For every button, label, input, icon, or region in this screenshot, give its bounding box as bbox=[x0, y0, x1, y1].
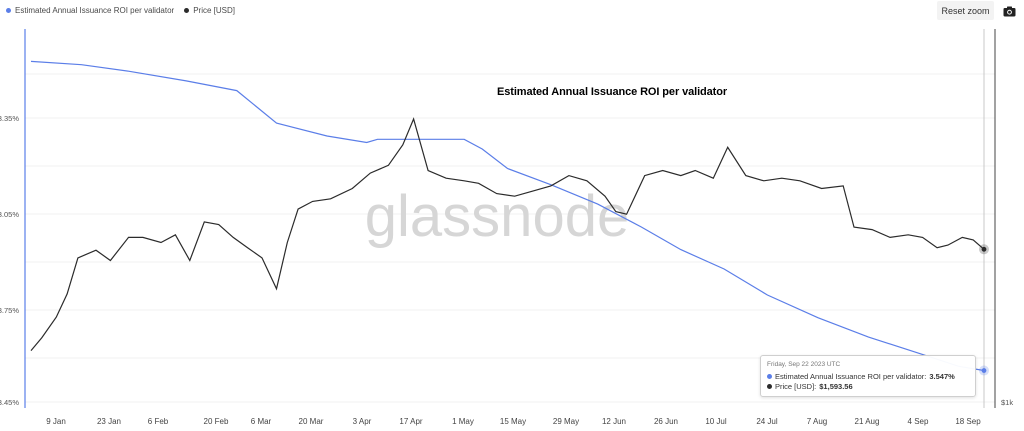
x-tick-label: 17 Apr bbox=[399, 417, 422, 426]
y-axis-left-labels: 3.35% 3.05% 3.75% 3.45% bbox=[0, 114, 19, 407]
legend: Estimated Annual Issuance ROI per valida… bbox=[6, 3, 235, 17]
y-tick-label-left: 3.05% bbox=[0, 210, 19, 219]
tooltip-date: Friday, Sep 22 2023 UTC bbox=[767, 361, 841, 368]
y-tick-label-left: 3.45% bbox=[0, 398, 19, 407]
x-tick-label: 21 Aug bbox=[855, 417, 880, 426]
legend-price-marker-icon bbox=[184, 7, 190, 13]
x-tick-label: 10 Jul bbox=[705, 417, 727, 426]
hover-markers bbox=[979, 244, 989, 376]
tooltip: Friday, Sep 22 2023 UTC Estimated Annual… bbox=[760, 355, 976, 397]
tooltip-price-label: Price [USD]: bbox=[775, 382, 817, 391]
tooltip-roi-dot-icon bbox=[767, 374, 772, 379]
chart-title: Estimated Annual Issuance ROI per valida… bbox=[497, 86, 728, 98]
tooltip-roi-row: Estimated Annual Issuance ROI per valida… bbox=[767, 372, 955, 381]
price-hover-point bbox=[981, 246, 987, 252]
camera-icon[interactable] bbox=[1000, 2, 1018, 20]
x-tick-label: 12 Jun bbox=[602, 417, 626, 426]
grid-lines bbox=[25, 73, 995, 403]
tooltip-roi-label: Estimated Annual Issuance ROI per valida… bbox=[775, 372, 927, 381]
watermark-text: glassnode bbox=[365, 184, 629, 249]
x-tick-label: 15 May bbox=[500, 417, 526, 426]
tooltip-price-value: $1,593.56 bbox=[819, 382, 853, 391]
x-tick-label: 24 Jul bbox=[756, 417, 778, 426]
x-tick-label: 3 Apr bbox=[353, 417, 372, 426]
x-tick-label: 23 Jan bbox=[97, 417, 121, 426]
x-tick-label: 20 Feb bbox=[204, 417, 229, 426]
x-tick-label: 6 Mar bbox=[251, 417, 272, 426]
y-axis-right-labels: $1k bbox=[1001, 398, 1013, 407]
x-tick-label: 20 Mar bbox=[299, 417, 324, 426]
x-tick-label: 9 Jan bbox=[46, 417, 66, 426]
x-tick-label: 26 Jun bbox=[654, 417, 678, 426]
reset-zoom-button[interactable]: Reset zoom bbox=[937, 1, 994, 20]
tooltip-price-row: Price [USD]: $1,593.56 bbox=[767, 382, 853, 391]
x-tick-label: 29 May bbox=[553, 417, 579, 426]
x-tick-label: 1 May bbox=[452, 417, 474, 426]
y-tick-label-left: 3.75% bbox=[0, 306, 19, 315]
x-tick-label: 18 Sep bbox=[955, 417, 981, 426]
y-tick-label-right: $1k bbox=[1001, 398, 1013, 407]
x-axis-labels: 9 Jan 23 Jan 6 Feb 20 Feb 6 Mar 20 Mar 3 Apr 17… bbox=[46, 417, 981, 426]
price-series-line bbox=[30, 117, 985, 351]
legend-price-label: Price [USD] bbox=[193, 5, 235, 15]
tooltip-roi-value: 3.547% bbox=[929, 372, 955, 381]
roi-series-line bbox=[30, 60, 985, 372]
legend-item-roi[interactable]: Estimated Annual Issuance ROI per valida… bbox=[6, 6, 174, 15]
roi-hover-point bbox=[981, 368, 987, 373]
x-tick-label: 4 Sep bbox=[908, 417, 929, 426]
x-tick-label: 7 Aug bbox=[807, 417, 827, 426]
y-tick-label-left: 3.35% bbox=[0, 114, 19, 123]
legend-roi-marker-icon bbox=[6, 7, 11, 13]
legend-item-price[interactable]: Price [USD] bbox=[184, 6, 235, 15]
legend-roi-label: Estimated Annual Issuance ROI per valida… bbox=[15, 5, 175, 15]
tooltip-price-dot-icon bbox=[767, 384, 772, 389]
x-tick-label: 6 Feb bbox=[148, 417, 169, 426]
